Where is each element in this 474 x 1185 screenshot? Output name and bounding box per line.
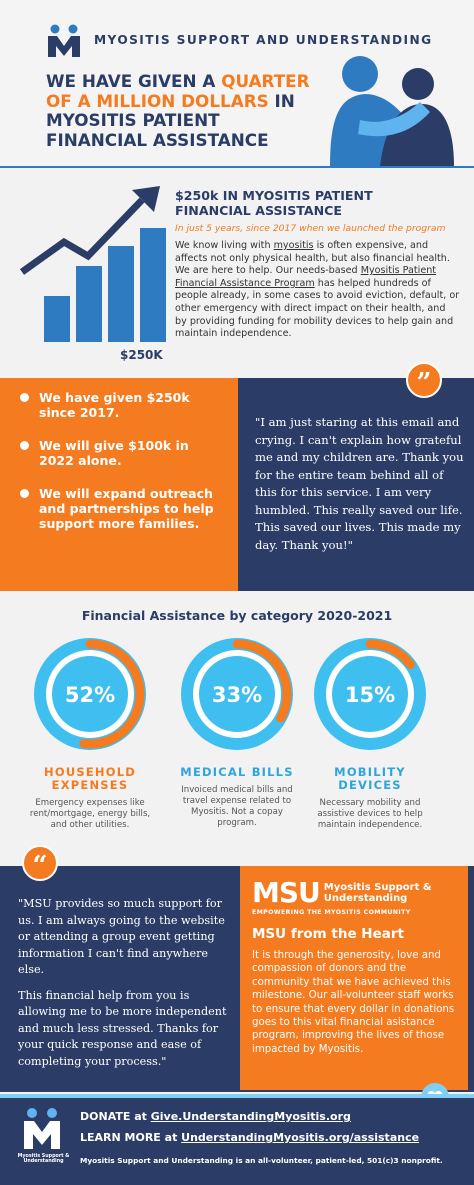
headline-highlight: QUARTER OF A MILLION DOLLARS (46, 71, 310, 111)
hug-illustration (330, 56, 454, 166)
donut-arc (79, 639, 145, 749)
goal-text: We have given $250k since 2017. (39, 390, 190, 420)
svg-text:“: “ (33, 851, 48, 881)
growth-illustration (19, 186, 166, 342)
category: MEDICAL BILLS Invoiced medical bills and … (174, 766, 300, 829)
quote-paragraph: "MSU provides so much support for us. I … (18, 897, 225, 976)
donut-center (52, 656, 128, 732)
goals-panel: We have given $250k since 2017. We will g… (0, 378, 238, 591)
bullet (20, 393, 29, 402)
percent-label: 33% (212, 683, 262, 707)
bullet (20, 441, 29, 450)
logo-name: Myositis Support & Understanding (323, 881, 432, 904)
quote: "I am just staring at this email and cry… (255, 415, 464, 552)
msu-logo: MSU Myositis Support & Understanding (252, 876, 456, 909)
link[interactable]: UnderstandingMyositis.org/assistance (181, 1131, 420, 1144)
donut-arc (232, 639, 292, 723)
headline-part: WE HAVE GIVEN A (46, 71, 222, 91)
goal: We have given $250k since 2017. (20, 390, 224, 420)
heart-title: MSU from the Heart (252, 926, 404, 942)
heart-body: It is through the generosity, love and c… (252, 950, 455, 1055)
percent-label: 15% (345, 683, 395, 707)
donut-row: 52% 33% 15% (34, 638, 426, 750)
category-description: Necessary mobility and assistive devices… (317, 798, 423, 830)
headline-part: IN MYOSITIS PATIENT FINANCIAL ASSISTANCE (46, 90, 295, 150)
intro-body: We know living with myositis is often ex… (175, 240, 460, 341)
body-text: We know living with (175, 240, 274, 251)
goal: We will expand outreach and partnerships… (20, 486, 224, 531)
intro-title: $250k IN MYOSITIS PATIENT FINANCIAL ASSI… (175, 188, 373, 218)
quote-icon: ” (406, 362, 442, 398)
quote-icon: “ (22, 845, 58, 881)
goal-text: We will expand outreach and partnerships… (39, 486, 214, 531)
category: MOBILITY DEVICES Necessary mobility and a… (307, 766, 433, 831)
category: HOUSEHOLD EXPENSES Emergency expenses lik… (27, 766, 153, 831)
heart-panel: MSU Myositis Support & Understanding EMP… (240, 866, 468, 1090)
percent-label: 52% (65, 683, 115, 707)
org-name: MYOSITIS SUPPORT AND UNDERSTANDING (94, 33, 433, 47)
link[interactable]: Myositis Patient Financial Assistance Pr… (175, 265, 437, 289)
donut-center (332, 656, 408, 732)
quote: "MSU provides so much support for us. I … (18, 896, 233, 1070)
goal-text: We will give $100k in 2022 alone. (39, 438, 189, 468)
goal-list: We have given $250k since 2017. We will g… (20, 390, 224, 531)
footer-logo (24, 1108, 60, 1149)
footnote: Myositis Support and Understanding is an… (80, 1156, 443, 1165)
headline: WE HAVE GIVEN A QUARTER OF A MILLION DOL… (46, 71, 316, 150)
link[interactable]: Give.UnderstandingMyositis.org (150, 1110, 351, 1123)
label: LEARN MORE at (80, 1131, 182, 1144)
goal: We will give $100k in 2022 alone. (20, 438, 224, 468)
logo (48, 24, 80, 57)
quote-panel: "I am just staring at this email and cry… (238, 378, 474, 591)
category-name: MOBILITY DEVICES (334, 765, 406, 792)
logo-mark: MSU (252, 876, 321, 909)
link[interactable]: myositis (273, 240, 314, 251)
label: DONATE at (80, 1110, 151, 1123)
body-text: has helped hundreds of people already, i… (175, 277, 460, 340)
svg-text:”: ” (417, 368, 432, 398)
category-description: Invoiced medical bills and travel expens… (181, 785, 293, 828)
footer (0, 1094, 474, 1185)
quote-paragraph: This financial help from you is allowing… (18, 988, 227, 1068)
divider (0, 166, 474, 168)
learn-more: LEARN MORE at UnderstandingMyositis.org/… (80, 1131, 419, 1144)
footer-logo-name: Myositis Support & Understanding (17, 1154, 70, 1164)
body-text: is often expensive, and affects not only… (175, 240, 450, 277)
donut-arc (365, 639, 415, 670)
tagline: EMPOWERING THE MYOSITIS COMMUNITY (252, 909, 411, 916)
category-name: HOUSEHOLD EXPENSES (44, 765, 136, 792)
bullet (20, 489, 29, 498)
category-description: Emergency expenses like rent/mortgage, e… (29, 798, 151, 830)
donut-center (199, 656, 275, 732)
chart-label: $250K (120, 348, 163, 362)
intro-subtitle: In just 5 years, since 2017 when we laun… (175, 223, 446, 234)
donate: DONATE at Give.UnderstandingMyositis.org (80, 1110, 351, 1123)
section-title: Financial Assistance by category 2020-20… (81, 608, 393, 623)
category-name: MEDICAL BILLS (180, 765, 294, 779)
